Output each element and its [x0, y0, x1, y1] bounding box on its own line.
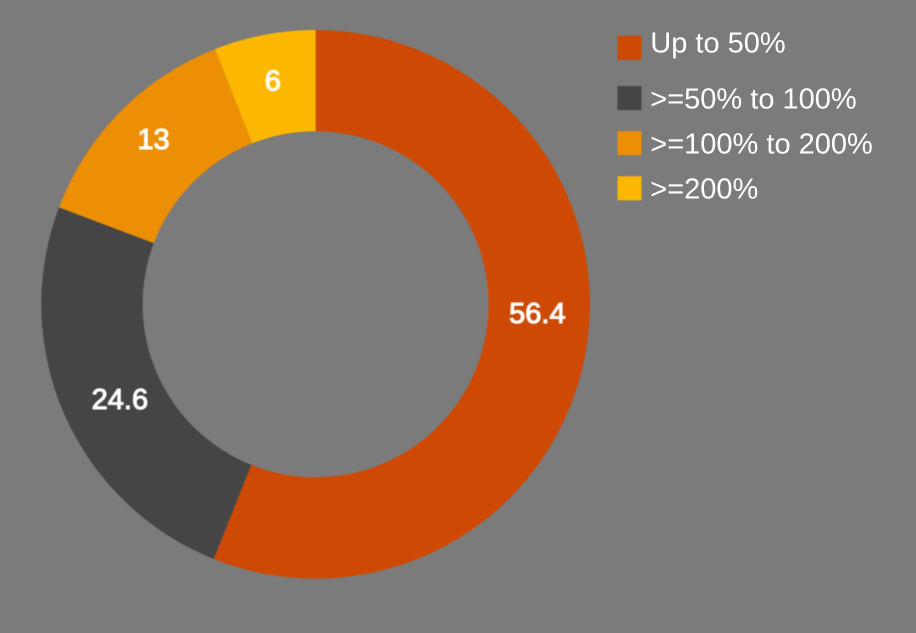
svg-text:>=100% to 200%: >=100% to 200%	[650, 129, 873, 161]
svg-text:>=50% to 100%: >=50% to 100%	[650, 83, 856, 115]
svg-text:24.6: 24.6	[92, 384, 148, 416]
svg-text:Up to 50%: Up to 50%	[650, 27, 785, 59]
svg-text:6: 6	[265, 66, 281, 98]
svg-text:13: 13	[137, 124, 169, 156]
svg-text:56.4: 56.4	[509, 298, 565, 330]
svg-text:>=200%: >=200%	[650, 174, 758, 206]
